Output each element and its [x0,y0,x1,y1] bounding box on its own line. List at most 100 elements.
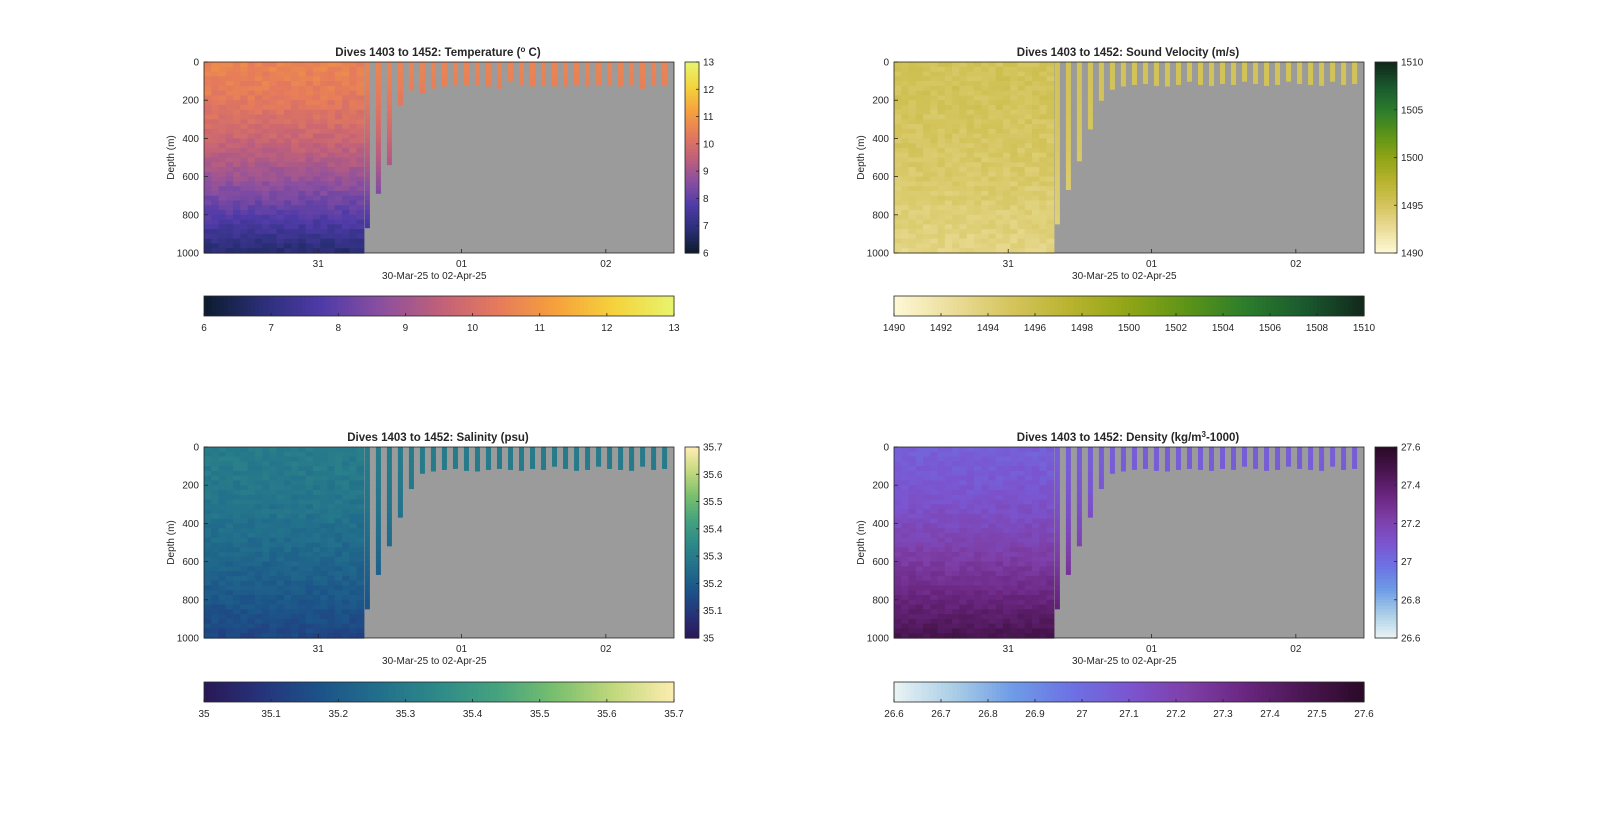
profile-cell [247,470,256,477]
colorbar-swatch [243,296,248,316]
profile-cell [1017,518,1026,525]
shallow-dive-cell [375,100,381,106]
profile-cell [1032,470,1040,477]
profile-cell [894,181,902,187]
profile-cell [988,95,997,101]
shallow-dive-cell [651,461,657,467]
profile-cell [1024,167,1033,173]
profile-cell [952,470,960,477]
profile-cell [995,186,1004,192]
profile-cell [915,85,924,92]
profile-cell [988,219,997,225]
profile-cell [240,248,249,254]
colorbar-swatch [1375,235,1397,239]
profile-cell [269,186,278,192]
profile-cell [327,599,336,606]
profile-cell [356,95,365,101]
profile-cell [262,62,270,68]
profile-cell [1024,100,1033,106]
profile-cell [291,190,300,197]
profile-cell [995,571,1004,577]
profile-cell [276,528,285,534]
profile-cell [944,456,953,462]
profile-cell [254,580,263,587]
profile-cell [276,124,285,130]
colorbar-swatch [1375,70,1397,75]
profile-cell [930,580,939,587]
profile-cell [1046,552,1055,558]
colorbar-swatch [623,296,628,316]
profile-cell [981,466,990,472]
profile-cell [973,470,982,477]
colorbar-swatch [685,62,699,66]
profile-cell [342,485,350,491]
shallow-dive-cell [1087,114,1093,120]
profile-cell [334,599,343,606]
profile-cell [327,475,336,482]
profile-cell [1039,176,1048,182]
profile-cell [269,81,278,87]
profile-cell [334,552,343,558]
profile-cell [305,466,314,472]
profile-cell [908,556,917,563]
profile-cell [1032,238,1040,245]
profile-cell [327,66,336,73]
profile-cell [218,566,227,572]
profile-cell [973,157,982,163]
profile-cell [233,181,241,187]
profile-cell [952,585,960,591]
profile-cell [327,595,336,601]
profile-cell [283,167,292,173]
shallow-dive-cell [563,71,569,77]
profile-cell [1017,85,1026,92]
profile-cell [211,157,220,163]
profile-cell [1010,485,1019,491]
profile-cell [291,575,300,582]
profile-cell [298,633,307,639]
shallow-dive-cell [496,62,502,68]
profile-cell [254,229,263,235]
profile-cell [320,518,329,525]
profile-cell [334,461,343,467]
colorbar-tick-label: 1492 [930,323,953,334]
profile-cell [988,466,997,472]
profile-cell [908,470,917,477]
profile-cell [327,480,336,486]
profile-cell [966,162,975,168]
profile-cell [312,609,321,615]
profile-cell [894,66,902,73]
profile-cell [1039,571,1048,577]
profile-cell [283,456,292,462]
profile-cell [247,494,256,501]
profile-cell [1017,233,1026,240]
profile-cell [966,210,975,216]
profile-cell [262,200,270,206]
profile-cell [349,537,358,544]
colorbar-swatch [282,296,287,316]
shallow-dive-cell [1131,66,1137,73]
shallow-dive-cell [386,494,392,501]
profile-cell [923,523,931,529]
colorbar-swatch [427,682,432,702]
profile-cell [988,571,997,577]
profile-cell [356,214,365,221]
profile-cell [204,518,212,525]
profile-cell [973,205,982,211]
shallow-dive-cell [364,513,370,520]
shallow-dive-cell [452,76,458,82]
profile-cell [298,181,307,187]
profile-cell [225,76,234,82]
profile-cell [1046,95,1055,101]
profile-cell [327,95,336,101]
shallow-dive-cell [364,585,370,591]
profile-cell [1010,162,1019,168]
profile-cell [901,566,910,572]
profile-cell [1039,513,1048,520]
colorbar-swatch [1375,205,1397,209]
colorbar-swatch [685,542,699,547]
profile-cell [1046,186,1055,192]
profile-cell [1024,571,1033,577]
profile-cell [291,532,300,539]
profile-cell [218,224,227,230]
profile-cell [952,566,960,572]
